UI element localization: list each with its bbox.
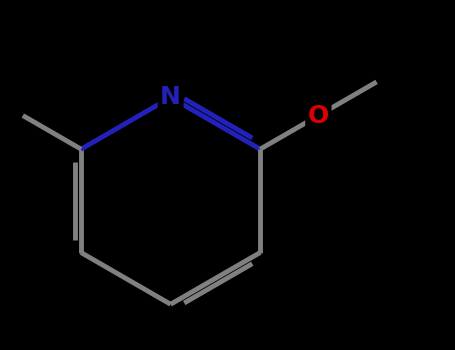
Text: O: O bbox=[308, 104, 329, 127]
Text: N: N bbox=[160, 85, 181, 110]
